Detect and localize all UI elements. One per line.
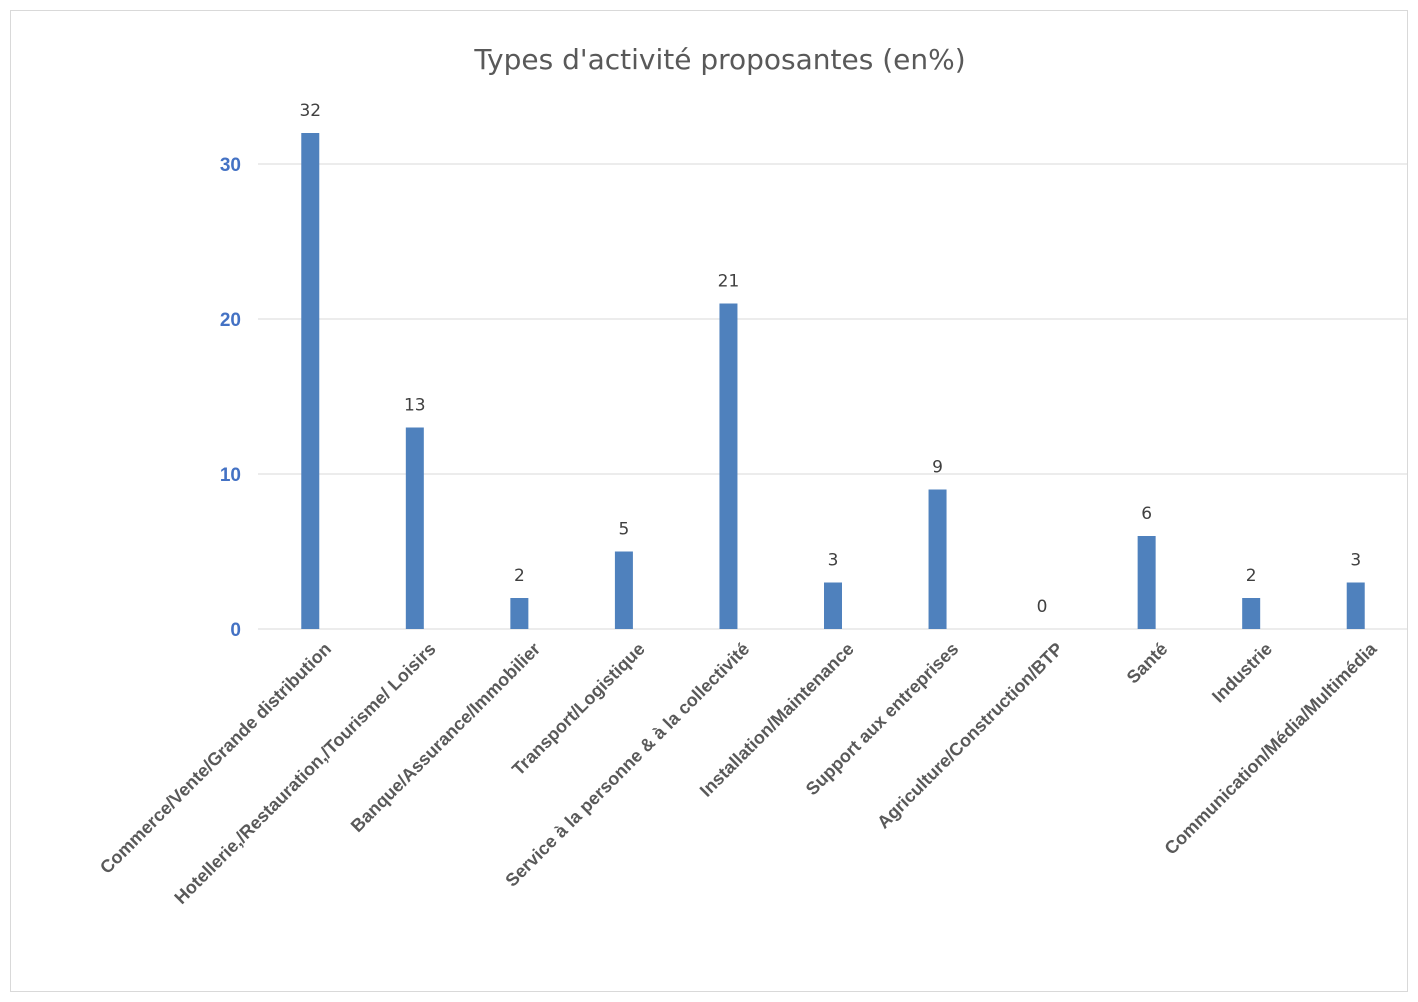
bar-10: [1346, 582, 1365, 629]
bar-9: [1242, 598, 1261, 629]
x-tick-label: Industrie: [1208, 639, 1276, 707]
data-label: 21: [718, 272, 740, 292]
x-tick-label: Santé: [1123, 639, 1172, 688]
chart-title: Types d'activité proposantes (en%): [473, 43, 965, 76]
x-tick-label: Banque/Assurance/Immobilier: [347, 639, 544, 836]
data-label: 0: [1037, 597, 1048, 617]
data-label: 9: [932, 458, 943, 478]
data-label: 2: [1246, 566, 1257, 586]
bar-5: [824, 582, 842, 629]
data-label: 6: [1141, 504, 1152, 524]
x-tick-label: Agriculture/Construction/BTP: [873, 639, 1067, 833]
bar-4: [719, 303, 738, 629]
bar-2: [510, 598, 529, 629]
bar-0: [301, 133, 320, 629]
bars: [301, 133, 1365, 629]
data-label: 32: [299, 101, 321, 121]
y-tick-label: 0: [230, 620, 241, 641]
x-tick-label: Service à la personne & à la collectivit…: [501, 639, 753, 891]
y-tick-label: 10: [220, 465, 241, 486]
x-axis-ticks: Commerce/Vente/Grande distributionHotell…: [96, 638, 1381, 908]
data-label: 2: [514, 566, 525, 586]
y-tick-label: 20: [220, 310, 241, 331]
x-tick-label: Commerce/Vente/Grande distribution: [96, 639, 335, 878]
chart-frame: [10, 10, 1408, 992]
x-tick-label: Communication/Média/Multimédia: [1161, 638, 1382, 859]
data-label: 13: [404, 396, 426, 416]
y-tick-label: 30: [220, 155, 241, 176]
bar-1: [405, 427, 424, 629]
data-label: 3: [828, 551, 839, 571]
data-label: 5: [618, 520, 629, 540]
y-axis-ticks: 0 10 20 30: [220, 155, 241, 641]
bar-8: [1137, 536, 1156, 629]
data-label: 3: [1350, 551, 1361, 571]
bar-3: [614, 551, 633, 629]
bar-6: [928, 489, 947, 629]
